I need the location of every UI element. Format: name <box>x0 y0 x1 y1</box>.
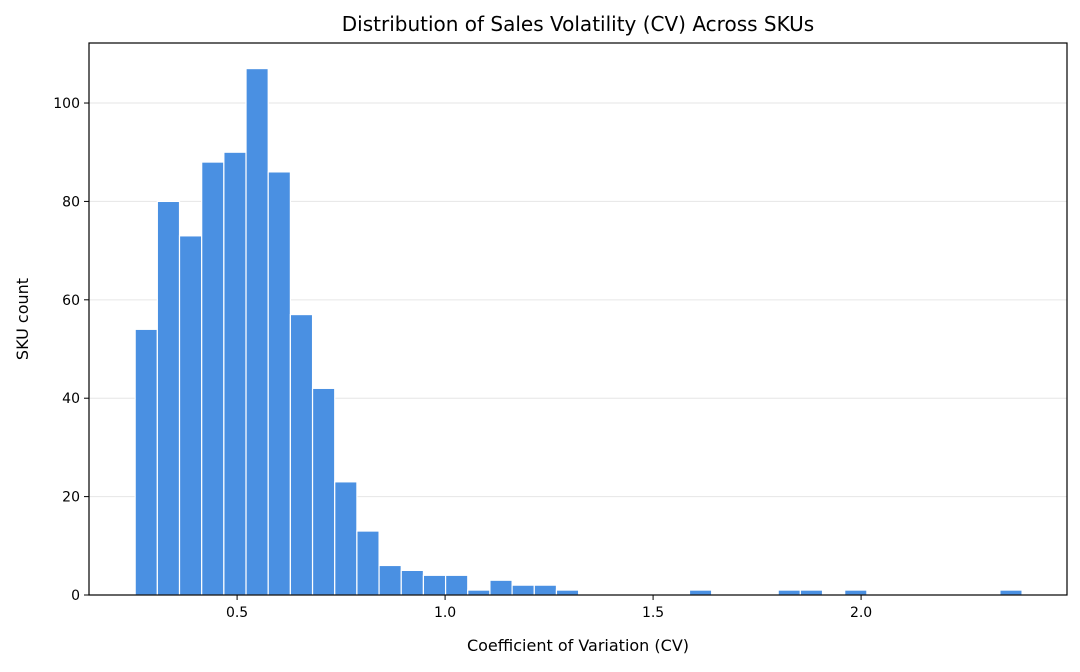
x-tick-label: 0.5 <box>226 605 248 621</box>
histogram-bar <box>422 574 447 596</box>
histogram-bar <box>444 574 469 596</box>
chart-title: Distribution of Sales Volatility (CV) Ac… <box>342 12 814 36</box>
y-tick-label: 20 <box>62 490 80 506</box>
y-tick-label: 60 <box>62 293 80 309</box>
y-tick-label: 0 <box>71 588 80 604</box>
y-tick-label: 80 <box>62 194 80 210</box>
x-tick-label: 2.0 <box>850 605 872 621</box>
histogram-bar <box>400 569 425 596</box>
histogram-bar <box>467 589 491 596</box>
x-axis-label: Coefficient of Variation (CV) <box>467 636 689 655</box>
histogram-bar <box>688 589 713 596</box>
histogram-bar <box>223 151 247 596</box>
histogram-bar <box>201 161 225 596</box>
histogram-bar <box>533 584 558 596</box>
histogram-bar <box>156 200 181 596</box>
histogram-bar <box>245 67 269 596</box>
histogram-bar <box>378 564 402 596</box>
histogram-bar <box>555 589 580 596</box>
x-tick-label: 1.0 <box>434 605 456 621</box>
histogram-bar <box>334 481 358 596</box>
histogram-bar <box>311 387 336 596</box>
x-tick-label: 1.5 <box>642 605 664 621</box>
histogram-bar <box>511 584 535 596</box>
histogram-bar <box>799 589 824 596</box>
histogram-bar <box>134 328 158 596</box>
y-axis-label: SKU count <box>13 278 32 360</box>
histogram-bar <box>844 589 868 596</box>
histogram-bar <box>356 530 380 596</box>
histogram-bar <box>289 313 314 596</box>
histogram-bar <box>267 171 291 596</box>
histogram-bar <box>489 579 513 596</box>
y-tick-label: 40 <box>62 391 80 407</box>
histogram-bar <box>777 589 801 596</box>
histogram-bar <box>999 589 1023 596</box>
histogram-bar <box>178 235 203 596</box>
y-tick-label: 100 <box>53 96 80 112</box>
plot-frame <box>88 42 1068 596</box>
